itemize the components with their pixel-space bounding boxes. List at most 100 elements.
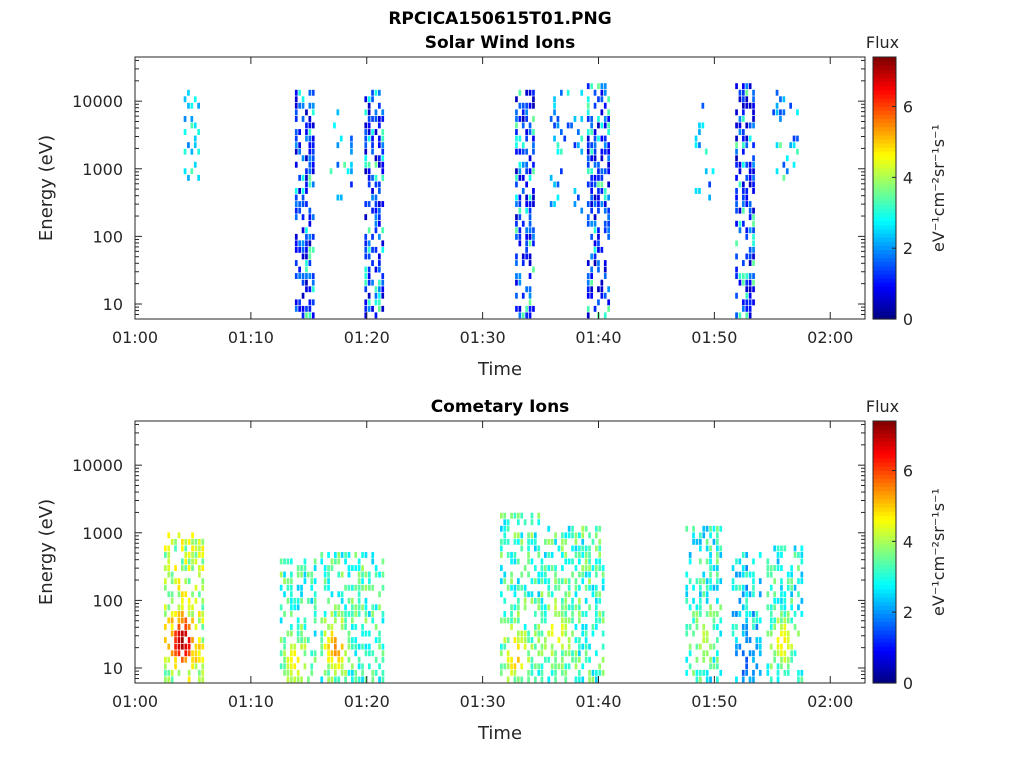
heat-cell	[181, 630, 184, 637]
heat-cell	[378, 260, 381, 266]
heat-cell	[367, 246, 371, 253]
heat-cell	[748, 299, 752, 306]
heat-cell	[525, 286, 528, 293]
heat-cell	[547, 584, 551, 591]
heat-cell	[518, 116, 522, 122]
heat-cell	[184, 650, 188, 657]
heat-cell	[738, 571, 742, 578]
heat-cell	[361, 663, 364, 670]
heat-cell	[283, 669, 286, 676]
heat-cell	[305, 135, 308, 142]
heat-cell	[752, 116, 755, 122]
heat-cell	[685, 669, 689, 676]
heat-cell	[279, 571, 283, 578]
heat-cell	[537, 669, 541, 676]
heat-cell	[347, 637, 351, 643]
heat-cell	[303, 643, 307, 650]
heat-cell	[525, 129, 528, 135]
heat-cell	[525, 135, 528, 142]
heat-cell	[527, 669, 530, 676]
heat-cell	[571, 650, 574, 657]
colorbar-segment	[873, 233, 896, 238]
colorbar-title: Flux	[866, 33, 899, 52]
heat-cell	[540, 669, 544, 676]
heat-cell	[378, 181, 381, 188]
heat-cell	[537, 630, 541, 637]
heat-cell	[785, 155, 789, 162]
heat-cell	[528, 168, 532, 175]
heat-cell	[181, 565, 184, 571]
heat-cell	[311, 161, 315, 168]
heat-cell	[194, 538, 198, 545]
heat-cell	[303, 617, 307, 624]
heat-cell	[766, 669, 770, 676]
heat-cell	[793, 545, 797, 552]
heat-cell	[520, 584, 524, 591]
x-tick-label: 01:00	[112, 692, 158, 711]
heat-cell	[517, 532, 520, 539]
heat-cell	[581, 545, 585, 552]
heat-cell	[517, 558, 520, 565]
heat-cell	[510, 656, 513, 663]
heat-cell	[735, 148, 738, 155]
heat-cell	[371, 617, 375, 624]
heat-cell	[779, 116, 782, 122]
heat-cell	[170, 669, 174, 676]
heat-cell	[603, 168, 607, 175]
heat-cell	[167, 558, 171, 565]
heat-cell	[525, 227, 528, 234]
heat-cell	[311, 286, 315, 293]
heat-cell	[586, 260, 590, 266]
heat-cell	[177, 637, 181, 643]
heat-cell	[593, 142, 597, 149]
heat-cell	[518, 102, 522, 109]
heat-cell	[598, 565, 602, 571]
heat-cell	[294, 207, 298, 214]
heat-cell	[320, 676, 324, 683]
heat-cell	[695, 676, 699, 683]
heat-cell	[525, 207, 528, 214]
heat-cell	[549, 116, 553, 122]
heat-cell	[695, 578, 699, 585]
heat-cell	[528, 312, 532, 319]
heat-cell	[527, 637, 530, 643]
heat-cell	[712, 617, 716, 624]
heat-cell	[517, 611, 520, 617]
heat-cell	[327, 637, 330, 643]
heat-cell	[381, 246, 385, 253]
heat-cell	[311, 148, 315, 155]
heat-cell	[500, 538, 503, 545]
heat-cell	[588, 604, 591, 611]
heat-cell	[584, 565, 588, 571]
heat-cell	[361, 604, 364, 611]
heat-cell	[783, 650, 787, 657]
heat-cell	[590, 220, 593, 227]
heat-cell	[283, 637, 286, 643]
heat-cell	[705, 597, 709, 604]
colorbar-segment	[873, 547, 896, 553]
heat-cell	[540, 630, 544, 637]
colorbar-segment	[873, 257, 896, 263]
heat-cell	[354, 565, 358, 571]
heat-cell	[769, 617, 773, 624]
heat-cell	[735, 650, 738, 657]
heat-cell	[773, 656, 776, 663]
heat-cell	[296, 584, 300, 591]
heat-cell	[190, 148, 194, 155]
heat-cell	[336, 142, 340, 149]
heat-cell	[745, 253, 749, 260]
heat-cell	[600, 181, 604, 188]
heat-cell	[544, 617, 547, 624]
heat-cell	[755, 637, 759, 643]
heat-cell	[534, 538, 537, 545]
heat-cell	[201, 578, 205, 585]
heat-cell	[286, 558, 290, 565]
heat-cell	[521, 188, 525, 194]
heat-cell	[688, 558, 692, 565]
heat-cell	[378, 676, 381, 683]
heat-cell	[525, 194, 528, 201]
heat-cell	[748, 246, 752, 253]
heat-cell	[201, 584, 205, 591]
heat-cell	[525, 312, 528, 319]
heat-cell	[741, 624, 745, 630]
